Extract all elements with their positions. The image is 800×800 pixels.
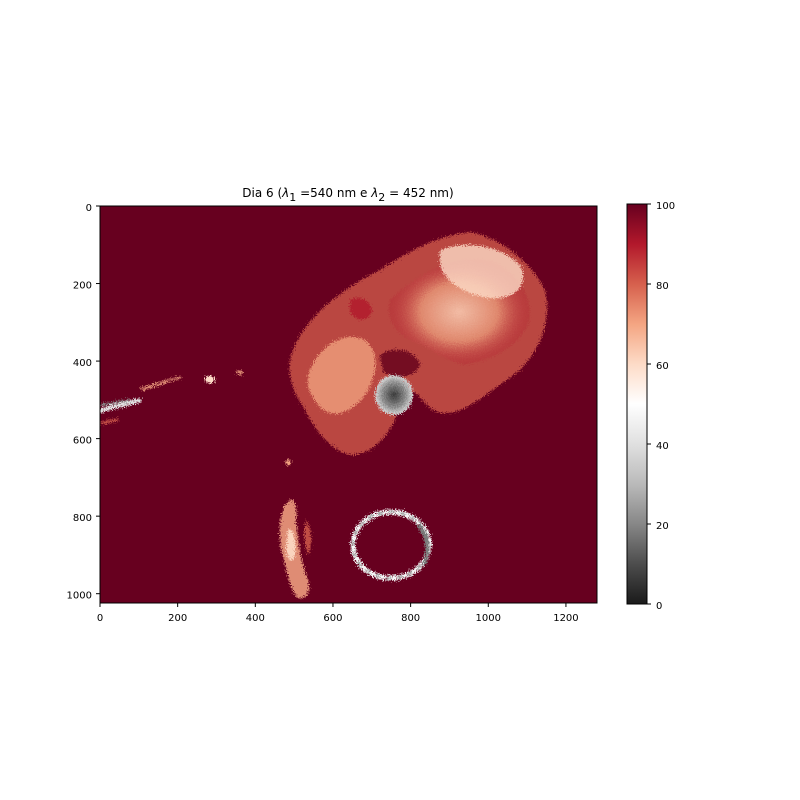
x-tick-label: 800: [401, 613, 420, 624]
chart-title: Dia 6 (λ1 =540 nm e λ2 = 452 nm): [242, 186, 453, 204]
x-tick-label: 200: [168, 613, 187, 624]
colorbar-tick-label: 100: [656, 201, 675, 212]
large-diffuse-region: [289, 232, 548, 455]
colorbar-tick-label: 0: [656, 601, 662, 612]
colorbar-tick-label: 60: [656, 361, 669, 372]
colorbar: 0 20 40 60 80 100: [626, 201, 675, 612]
y-tick-label: 400: [73, 358, 92, 369]
x-tick-label: 600: [323, 613, 342, 624]
dark-spot: [375, 375, 413, 415]
x-axis: 0 200 400 600 800 1000 1200: [97, 603, 579, 624]
heatmap-plot-area: [100, 206, 597, 603]
y-tick-label: 1000: [67, 591, 92, 602]
left-streak: [100, 370, 291, 466]
y-tick-label: 800: [73, 513, 92, 524]
colorbar-tick-label: 40: [656, 441, 669, 452]
y-axis: 0 200 400 600 800 1000: [67, 203, 100, 602]
colorbar-tick-label: 20: [656, 521, 669, 532]
colorbar-tick-label: 80: [656, 281, 669, 292]
x-tick-label: 400: [246, 613, 265, 624]
y-tick-label: 0: [86, 203, 92, 214]
colorbar-gradient: [626, 203, 648, 605]
vertical-streak: [279, 500, 312, 599]
y-tick-label: 600: [73, 436, 92, 447]
x-tick-label: 0: [97, 613, 103, 624]
colorbar-ticks: 0 20 40 60 80 100: [647, 201, 675, 612]
ring: [350, 509, 432, 581]
heatmap-frame: [99, 205, 598, 604]
x-tick-label: 1000: [476, 613, 501, 624]
y-tick-label: 200: [73, 281, 92, 292]
x-tick-label: 1200: [553, 613, 578, 624]
